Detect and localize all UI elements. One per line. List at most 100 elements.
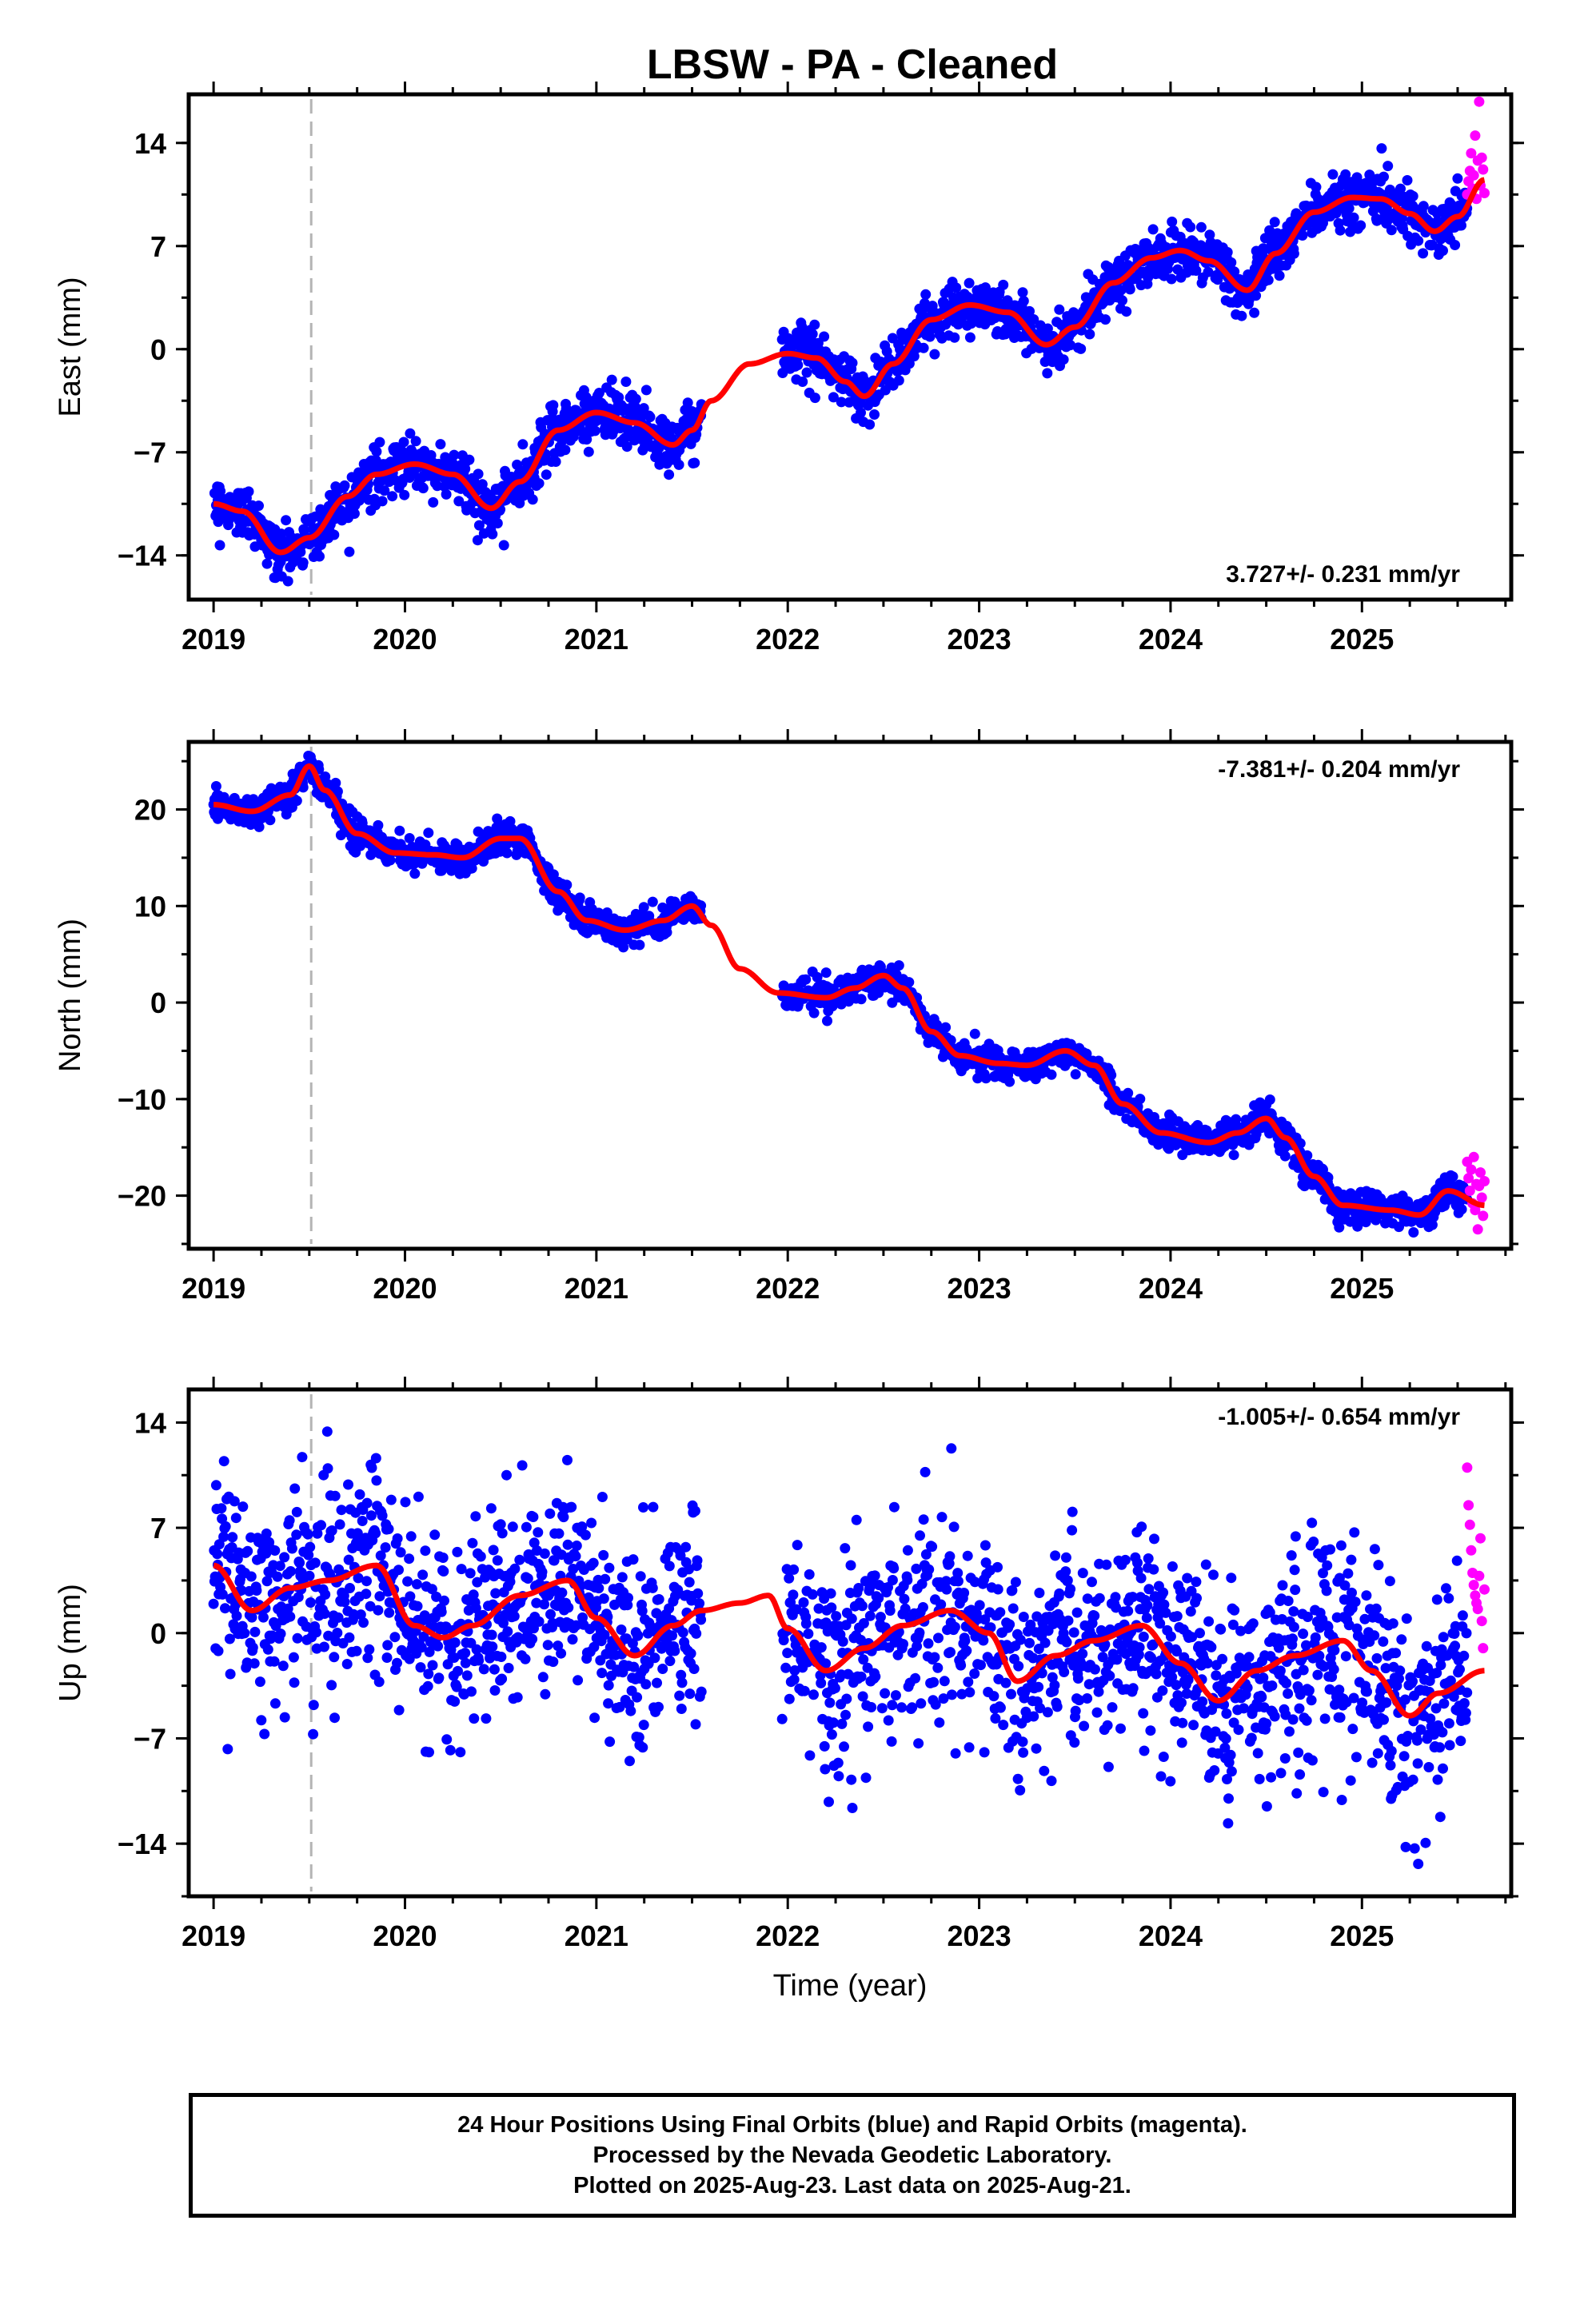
final-orbit-point xyxy=(1196,222,1207,233)
final-orbit-point xyxy=(373,820,383,831)
final-orbit-point xyxy=(227,1532,237,1542)
final-orbit-point xyxy=(919,343,929,353)
final-orbit-point xyxy=(792,360,803,370)
final-orbit-point xyxy=(1263,275,1274,285)
final-orbit-point xyxy=(305,1597,316,1608)
data-points-up xyxy=(209,1426,1490,1869)
final-orbit-point xyxy=(420,1545,430,1556)
final-orbit-point xyxy=(1084,329,1095,340)
final-orbit-point xyxy=(513,1692,523,1703)
final-orbit-point xyxy=(951,282,961,293)
final-orbit-point xyxy=(527,1634,537,1644)
final-orbit-point xyxy=(998,280,1008,290)
final-orbit-point xyxy=(1327,169,1338,180)
final-orbit-point xyxy=(632,1692,642,1703)
final-orbit-point xyxy=(323,1463,333,1473)
final-orbit-point xyxy=(460,1648,470,1658)
final-orbit-point xyxy=(330,1491,341,1501)
final-orbit-point xyxy=(429,1529,440,1540)
final-orbit-point xyxy=(641,385,652,395)
rapid-orbit-point xyxy=(1479,1176,1490,1186)
final-orbit-point xyxy=(593,1583,604,1593)
final-orbit-point xyxy=(970,1029,980,1039)
final-orbit-point xyxy=(528,494,538,504)
final-orbit-point xyxy=(487,529,497,540)
final-orbit-point xyxy=(269,1545,280,1556)
final-orbit-point xyxy=(329,1652,339,1662)
final-orbit-point xyxy=(291,1529,301,1540)
final-orbit-point xyxy=(394,826,405,836)
final-orbit-point xyxy=(496,1652,506,1662)
final-orbit-point xyxy=(406,1531,417,1541)
y-tick-label: 7 xyxy=(150,230,166,263)
final-orbit-point xyxy=(1408,191,1418,201)
final-orbit-point xyxy=(639,1720,649,1730)
final-orbit-point xyxy=(437,1607,447,1617)
final-orbit-point xyxy=(486,1503,497,1513)
final-orbit-point xyxy=(404,1553,414,1564)
final-orbit-point xyxy=(566,1502,577,1513)
final-orbit-point xyxy=(1355,221,1366,231)
final-orbit-point xyxy=(940,1022,951,1033)
final-orbit-point xyxy=(499,540,509,551)
final-orbit-point xyxy=(904,977,914,987)
final-orbit-point xyxy=(293,1633,303,1644)
final-orbit-point xyxy=(211,781,221,791)
final-orbit-point xyxy=(265,815,275,825)
plot-frame xyxy=(189,94,1511,600)
final-orbit-point xyxy=(548,400,558,410)
final-orbit-point xyxy=(381,1542,391,1553)
final-orbit-point xyxy=(255,1676,265,1687)
x-tick-label-2024: 2024 xyxy=(1139,1272,1203,1305)
final-orbit-point xyxy=(584,447,594,457)
final-orbit-point xyxy=(589,1558,599,1569)
final-orbit-point xyxy=(433,1641,443,1652)
final-orbit-point xyxy=(438,1553,449,1563)
final-orbit-point xyxy=(537,1567,548,1577)
final-orbit-point xyxy=(808,329,818,339)
final-orbit-point xyxy=(413,1492,424,1502)
final-orbit-point xyxy=(401,1497,411,1507)
final-orbit-point xyxy=(1402,175,1413,185)
final-orbit-point xyxy=(517,439,528,449)
final-orbit-point xyxy=(340,480,350,491)
final-orbit-point xyxy=(249,1627,260,1637)
final-orbit-point xyxy=(1448,1171,1458,1182)
final-orbit-point xyxy=(517,1461,528,1471)
final-orbit-point xyxy=(632,1630,643,1640)
x-tick-label-2025: 2025 xyxy=(1330,1272,1394,1305)
final-orbit-point xyxy=(384,1524,394,1534)
final-orbit-point xyxy=(636,1571,646,1581)
final-orbit-point xyxy=(509,1611,520,1621)
velocity-label-north: -7.381+/- 0.204 mm/yr xyxy=(1218,756,1460,783)
final-orbit-point xyxy=(1100,314,1111,325)
final-orbit-point xyxy=(384,1608,394,1618)
final-orbit-point xyxy=(392,1658,402,1668)
final-orbit-point xyxy=(1249,308,1259,318)
final-orbit-point xyxy=(362,1498,373,1509)
final-orbit-point xyxy=(310,1557,321,1568)
final-orbit-point xyxy=(285,1566,296,1577)
final-orbit-point xyxy=(563,1540,573,1550)
final-orbit-point xyxy=(435,439,445,449)
final-orbit-point xyxy=(242,1546,253,1557)
chart-title: LBSW - PA - Cleaned xyxy=(647,42,1058,88)
final-orbit-point xyxy=(489,1545,499,1555)
final-orbit-point xyxy=(343,1480,353,1490)
final-orbit-point xyxy=(413,1601,423,1612)
final-orbit-point xyxy=(573,1675,583,1685)
final-orbit-point xyxy=(623,1593,633,1603)
final-orbit-point xyxy=(502,848,513,859)
final-orbit-point xyxy=(509,1564,520,1574)
final-orbit-point xyxy=(387,491,397,501)
x-tick-label-2019: 2019 xyxy=(182,623,245,656)
final-orbit-point xyxy=(402,1577,413,1587)
final-orbit-point xyxy=(361,1576,372,1586)
final-orbit-point xyxy=(481,1713,491,1724)
final-orbit-point xyxy=(253,500,264,511)
y-tick-label: −20 xyxy=(118,1180,166,1213)
final-orbit-point xyxy=(502,1626,513,1636)
final-orbit-point xyxy=(639,902,649,912)
